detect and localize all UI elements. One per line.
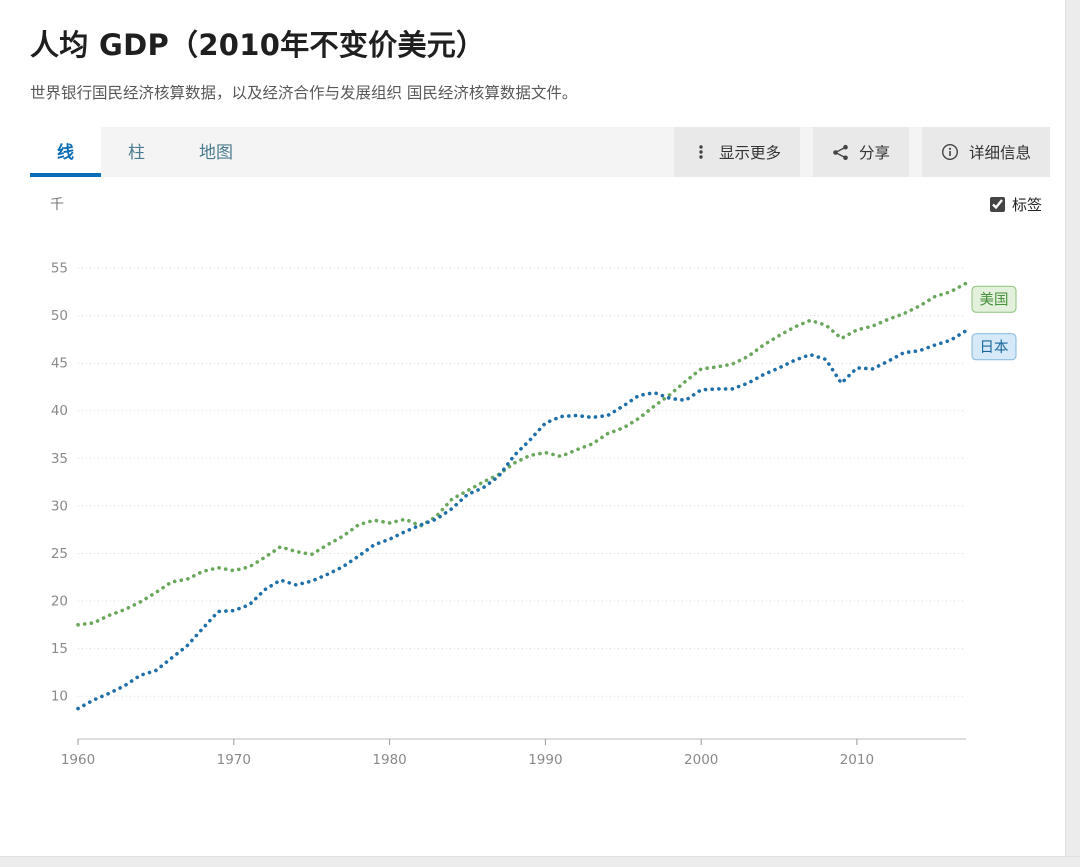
chart-header: 千 标签 bbox=[30, 179, 1050, 215]
series-line bbox=[76, 281, 968, 627]
page-subtitle: 世界银行国民经济核算数据，以及经济合作与发展组织 国民经济核算数据文件。 bbox=[30, 84, 578, 102]
y-tick-label: 55 bbox=[51, 261, 68, 277]
x-tick-label: 2000 bbox=[684, 752, 718, 768]
x-tick-label: 1960 bbox=[61, 752, 95, 768]
details-button[interactable]: 详细信息 bbox=[921, 127, 1050, 177]
series-end-label: 美国 bbox=[971, 285, 1017, 313]
y-tick-label: 25 bbox=[51, 546, 68, 562]
x-tick-label: 1980 bbox=[372, 752, 406, 768]
info-icon bbox=[941, 143, 959, 161]
chart-toolbar: 线 柱 地图 显示更多 分享 详细信息 bbox=[30, 127, 1050, 177]
share-button[interactable]: 分享 bbox=[812, 127, 909, 177]
line-chart[interactable]: 10 15 20 25 30 35 40 45 50 55 1960 1970 1980 1990 2000… bbox=[30, 215, 1050, 795]
share-label: 分享 bbox=[858, 144, 890, 162]
y-tick-label: 10 bbox=[51, 689, 68, 705]
vertical-scrollbar[interactable] bbox=[1065, 0, 1080, 867]
y-tick-label: 15 bbox=[51, 641, 68, 657]
details-label: 详细信息 bbox=[968, 144, 1031, 162]
show-more-button[interactable]: 显示更多 bbox=[673, 127, 800, 177]
labels-checkbox-label: 标签 bbox=[1011, 195, 1042, 214]
labels-toggle[interactable]: 标签 bbox=[989, 194, 1042, 215]
y-tick-label: 50 bbox=[51, 308, 68, 324]
tab-line-chart[interactable]: 线 bbox=[30, 127, 101, 177]
page-title: 人均 GDP（2010年不变价美元） bbox=[30, 28, 486, 62]
tab-bar-chart[interactable]: 柱 bbox=[128, 142, 145, 163]
show-more-label: 显示更多 bbox=[718, 144, 781, 162]
share-icon bbox=[832, 144, 849, 161]
y-tick-label: 35 bbox=[51, 451, 68, 467]
tab-map[interactable]: 地图 bbox=[199, 142, 233, 163]
chart-area: 千 标签 10 15 20 25 30 35 40 45 50 55 1960 1970 1980 199… bbox=[30, 179, 1050, 795]
chart-type-tabs: 线 柱 地图 bbox=[30, 127, 260, 177]
y-tick-label: 20 bbox=[51, 594, 68, 610]
y-tick-label: 40 bbox=[51, 403, 68, 419]
series-end-label: 日本 bbox=[971, 333, 1017, 361]
toolbar-buttons: 显示更多 分享 详细信息 bbox=[673, 127, 1050, 177]
kebab-menu-icon bbox=[693, 144, 709, 160]
horizontal-scrollbar[interactable] bbox=[0, 856, 1080, 867]
x-tick-label: 1990 bbox=[528, 752, 562, 768]
y-axis-unit-label: 千 bbox=[50, 197, 64, 213]
svg-text:美国: 美国 bbox=[980, 291, 1009, 308]
series-line bbox=[76, 329, 968, 711]
labels-checkbox[interactable] bbox=[989, 196, 1005, 212]
y-tick-label: 45 bbox=[51, 356, 68, 372]
y-tick-label: 30 bbox=[51, 498, 68, 514]
svg-text:日本: 日本 bbox=[980, 339, 1009, 356]
x-tick-label: 1970 bbox=[217, 752, 251, 768]
x-tick-label: 2010 bbox=[840, 752, 874, 768]
